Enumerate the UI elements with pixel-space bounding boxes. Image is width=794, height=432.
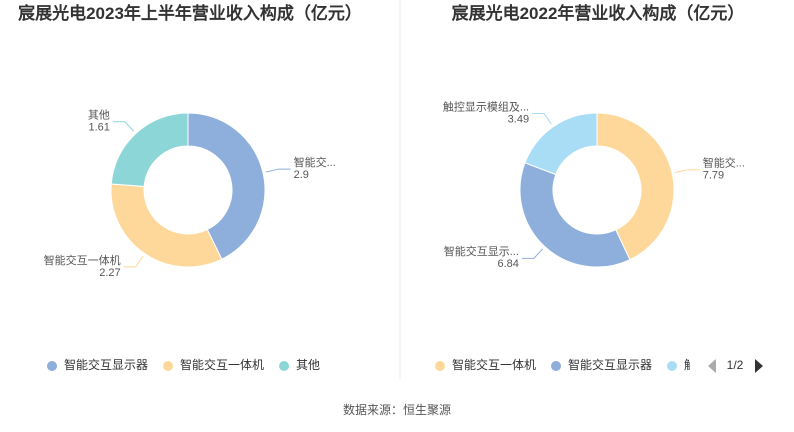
legend-page: 1/2 (727, 358, 744, 372)
legend-label: 智能交互显示器 (568, 357, 652, 372)
leader-line (532, 113, 552, 125)
legend-marker (667, 361, 678, 371)
legend: 智能交互一体机 智能交互显示器 触控显示模组及... (435, 357, 778, 372)
value-label: 1.61 (88, 122, 109, 134)
slice (519, 162, 631, 268)
legend-label: 智能交互一体机 (180, 357, 264, 372)
page-next[interactable] (755, 359, 763, 373)
legend-marker (551, 361, 562, 371)
slice-label: 智能交... (703, 156, 745, 170)
value-label: 2.27 (99, 267, 120, 279)
slice-label: 触控显示模组及... (443, 99, 529, 113)
slice (187, 112, 266, 260)
source: 数据来源：恒生聚源 (343, 402, 451, 417)
value-label: 6.84 (497, 258, 518, 270)
chart-title: 宸展光电2023年上半年营业收入构成（亿元） (18, 4, 362, 23)
slice-label: 智能交... (294, 155, 336, 169)
page-prev[interactable] (708, 359, 716, 373)
leader-line (674, 169, 700, 174)
value-label: 3.49 (508, 113, 529, 125)
leader-line (521, 248, 544, 259)
slice-label: 智能交互一体机 (44, 253, 121, 267)
legend-label: 触控显示模组及... (684, 358, 778, 372)
slice (524, 112, 598, 176)
legend-marker (47, 361, 57, 371)
slice-label: 其他 (88, 109, 110, 122)
legend-marker (163, 361, 174, 371)
slice (596, 112, 675, 261)
chart-title: 宸展光电2022年营业收入构成（亿元） (451, 4, 745, 23)
legend-marker (279, 361, 290, 371)
slice-label: 智能交互显示... (444, 244, 519, 258)
leader-line (265, 168, 291, 173)
slice (110, 183, 223, 268)
legend-label: 智能交互一体机 (452, 357, 536, 372)
leader-line (112, 121, 135, 132)
leader-line (123, 255, 144, 268)
slice (110, 112, 189, 188)
legend-label: 其他 (296, 358, 320, 372)
legend-label: 智能交互显示器 (64, 357, 148, 372)
legend-marker (435, 361, 445, 371)
value-label: 7.79 (703, 170, 724, 182)
value-label: 2.9 (294, 169, 309, 181)
